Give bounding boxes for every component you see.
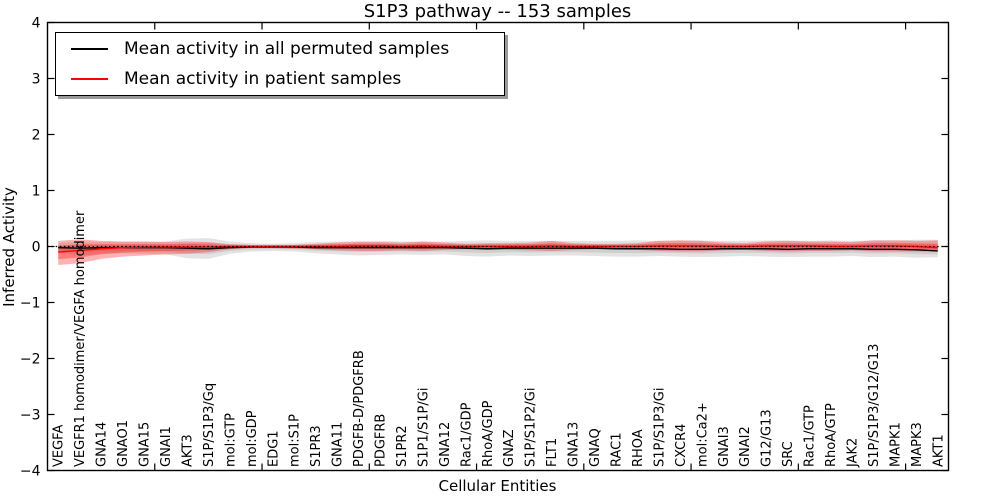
x-tick-label: Rac1/GDP bbox=[459, 402, 474, 467]
x-tick-label: RHOA bbox=[631, 429, 646, 467]
x-tick-label: VEGFA bbox=[52, 425, 67, 467]
y-tick-label: −4 bbox=[20, 464, 41, 480]
chart-title: S1P3 pathway -- 153 samples bbox=[363, 1, 632, 22]
y-tick-label: −2 bbox=[20, 352, 41, 368]
legend-item-permuted: Mean activity in all permuted samples bbox=[56, 35, 504, 63]
legend-item-patient: Mean activity in patient samples bbox=[56, 65, 504, 93]
x-category-labels: VEGFA VEGFR1 homodimer/VEGFA homodimer GNA… bbox=[52, 210, 947, 468]
x-tick-label: FLT1 bbox=[545, 438, 560, 467]
x-tick-label: GNA14 bbox=[95, 422, 110, 467]
y-tick-label: 0 bbox=[32, 240, 41, 256]
x-tick-label: GNA15 bbox=[138, 422, 153, 467]
y-tick-label: 2 bbox=[32, 128, 41, 144]
x-tick-label: EDG1 bbox=[266, 430, 281, 467]
x-tick-label: S1PR3 bbox=[309, 425, 324, 467]
x-tick-label: CXCR4 bbox=[674, 424, 689, 467]
legend: Mean activity in all permuted samples Me… bbox=[55, 32, 505, 96]
x-tick-label: RhoA/GTP bbox=[824, 403, 839, 467]
x-tick-label: mol:GDP bbox=[245, 410, 260, 467]
y-axis-label: Inferred Activity bbox=[0, 187, 18, 307]
x-tick-label: GNAI3 bbox=[717, 426, 732, 467]
x-tick-label: GNAI2 bbox=[738, 426, 753, 467]
x-tick-label: S1PR2 bbox=[395, 425, 410, 467]
patient-mean-line bbox=[58, 245, 938, 253]
x-tick-label: PDGFB-D/PDGFRB bbox=[352, 350, 367, 467]
x-tick-label: GNAZ bbox=[502, 429, 517, 467]
x-tick-label: JAK2 bbox=[845, 438, 860, 468]
x-tick-label: RhoA/GDP bbox=[481, 400, 496, 467]
x-tick-label: GNAO1 bbox=[116, 420, 131, 467]
x-tick-label: S1P1/S1P/Gi bbox=[416, 388, 431, 467]
x-tick-label: S1P/S1P3/Gq bbox=[202, 383, 217, 467]
y-axis-ticks: −4 −3 −2 −1 0 1 2 3 4 bbox=[20, 16, 949, 480]
x-tick-label: Rac1/GTP bbox=[803, 405, 818, 467]
x-tick-label: S1P/S1P2/Gi bbox=[524, 388, 539, 467]
x-tick-label: MAPK1 bbox=[888, 422, 903, 467]
x-tick-label: RAC1 bbox=[609, 432, 624, 467]
x-tick-label: AKT1 bbox=[931, 434, 946, 467]
x-tick-label: GNA11 bbox=[331, 422, 346, 467]
y-tick-label: 3 bbox=[32, 72, 41, 88]
x-tick-label: VEGFR1 homodimer/VEGFA homodimer bbox=[73, 210, 88, 467]
y-tick-label: 1 bbox=[32, 184, 41, 200]
x-tick-label: mol:GTP bbox=[223, 413, 238, 467]
x-tick-label: mol:Ca2+ bbox=[695, 402, 710, 467]
patient-mean-line-icon bbox=[71, 78, 108, 80]
x-tick-label: G12/G13 bbox=[760, 409, 775, 467]
x-tick-label: GNAI1 bbox=[159, 426, 174, 467]
x-axis-ticks bbox=[154, 22, 907, 471]
y-tick-label: −3 bbox=[20, 408, 41, 424]
x-tick-label: SRC bbox=[781, 441, 796, 467]
permuted-mean-line-icon bbox=[71, 48, 108, 50]
permuted-mean-line bbox=[58, 246, 938, 252]
legend-label-patient: Mean activity in patient samples bbox=[124, 69, 402, 89]
uncertainty-bands bbox=[58, 238, 938, 265]
x-tick-label: GNA12 bbox=[438, 422, 453, 467]
legend-label-permuted: Mean activity in all permuted samples bbox=[124, 39, 450, 59]
y-tick-label: 4 bbox=[32, 16, 41, 32]
x-tick-label: MAPK3 bbox=[910, 422, 925, 467]
x-tick-label: PDGFRB bbox=[374, 414, 389, 467]
x-axis-label: Cellular Entities bbox=[438, 477, 557, 495]
x-tick-label: GNA13 bbox=[567, 422, 582, 467]
x-tick-label: S1P/S1P3/G12/G13 bbox=[867, 344, 882, 467]
y-tick-label: −1 bbox=[20, 296, 41, 312]
x-tick-label: AKT3 bbox=[180, 434, 195, 467]
x-tick-label: GNAQ bbox=[588, 428, 603, 467]
x-tick-label: S1P/S1P3/Gi bbox=[652, 388, 667, 467]
x-tick-label: mol:S1P bbox=[288, 414, 303, 467]
